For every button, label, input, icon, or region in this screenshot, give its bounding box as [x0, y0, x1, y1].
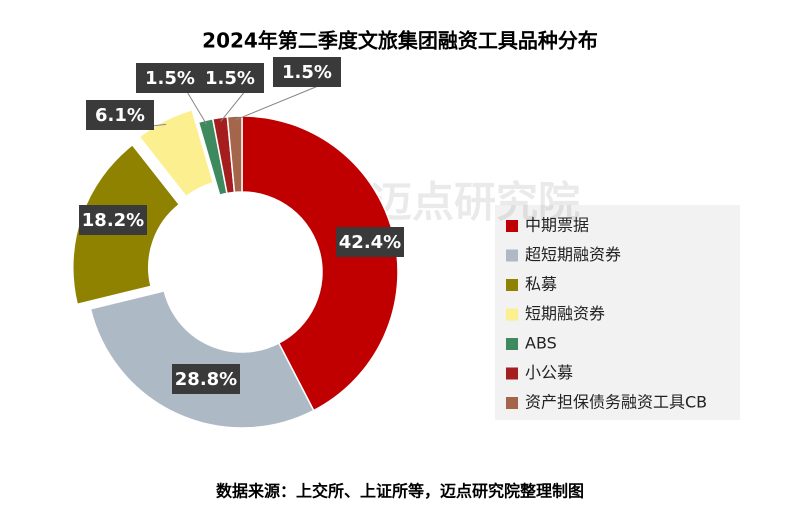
donut-slice — [241, 115, 399, 412]
legend-swatch — [506, 279, 518, 291]
leader-line — [185, 89, 207, 125]
legend-swatch — [506, 308, 518, 321]
data-label: 1.5% — [145, 68, 195, 89]
data-label: 28.8% — [175, 369, 237, 390]
data-label: 6.1% — [95, 105, 145, 126]
data-label-box — [273, 57, 341, 87]
data-label-box — [136, 63, 204, 93]
legend-background — [495, 205, 740, 420]
chart-title: 2024年第二季度文旅集团融资工具品种分布 — [202, 29, 598, 53]
leader-line — [220, 89, 247, 122]
legend-swatch — [506, 220, 518, 232]
data-label-box — [86, 100, 154, 130]
data-label: 18.2% — [82, 210, 144, 231]
data-label-box — [172, 364, 240, 394]
watermark: 迈点研究院 — [370, 178, 580, 227]
data-label: 42.4% — [339, 232, 401, 253]
data-label: 1.5% — [282, 62, 332, 83]
source-note: 数据来源：上交所、上证所等，迈点研究院整理制图 — [216, 482, 584, 501]
data-label-box — [196, 63, 264, 93]
legend-label: 小公募 — [525, 363, 573, 382]
data-label-box — [79, 205, 147, 235]
legend-swatch — [506, 249, 518, 262]
legend-label: 中期票据 — [525, 216, 589, 235]
leader-line — [234, 83, 324, 121]
donut-slice — [89, 290, 315, 429]
legend-label: 资产担保债务融资工具CB — [525, 393, 707, 412]
legend-label: 短期融资券 — [525, 304, 605, 323]
legend-label: 私募 — [525, 275, 557, 294]
donut-slice — [226, 115, 243, 194]
legend-label: 超短期融资券 — [525, 245, 621, 264]
legend-swatch — [506, 367, 518, 380]
data-label: 1.5% — [205, 68, 255, 89]
donut-slice — [138, 108, 215, 198]
data-label-box — [336, 227, 404, 257]
legend-swatch — [506, 397, 518, 409]
legend-swatch — [506, 338, 518, 350]
legend-label: ABS — [525, 334, 557, 353]
